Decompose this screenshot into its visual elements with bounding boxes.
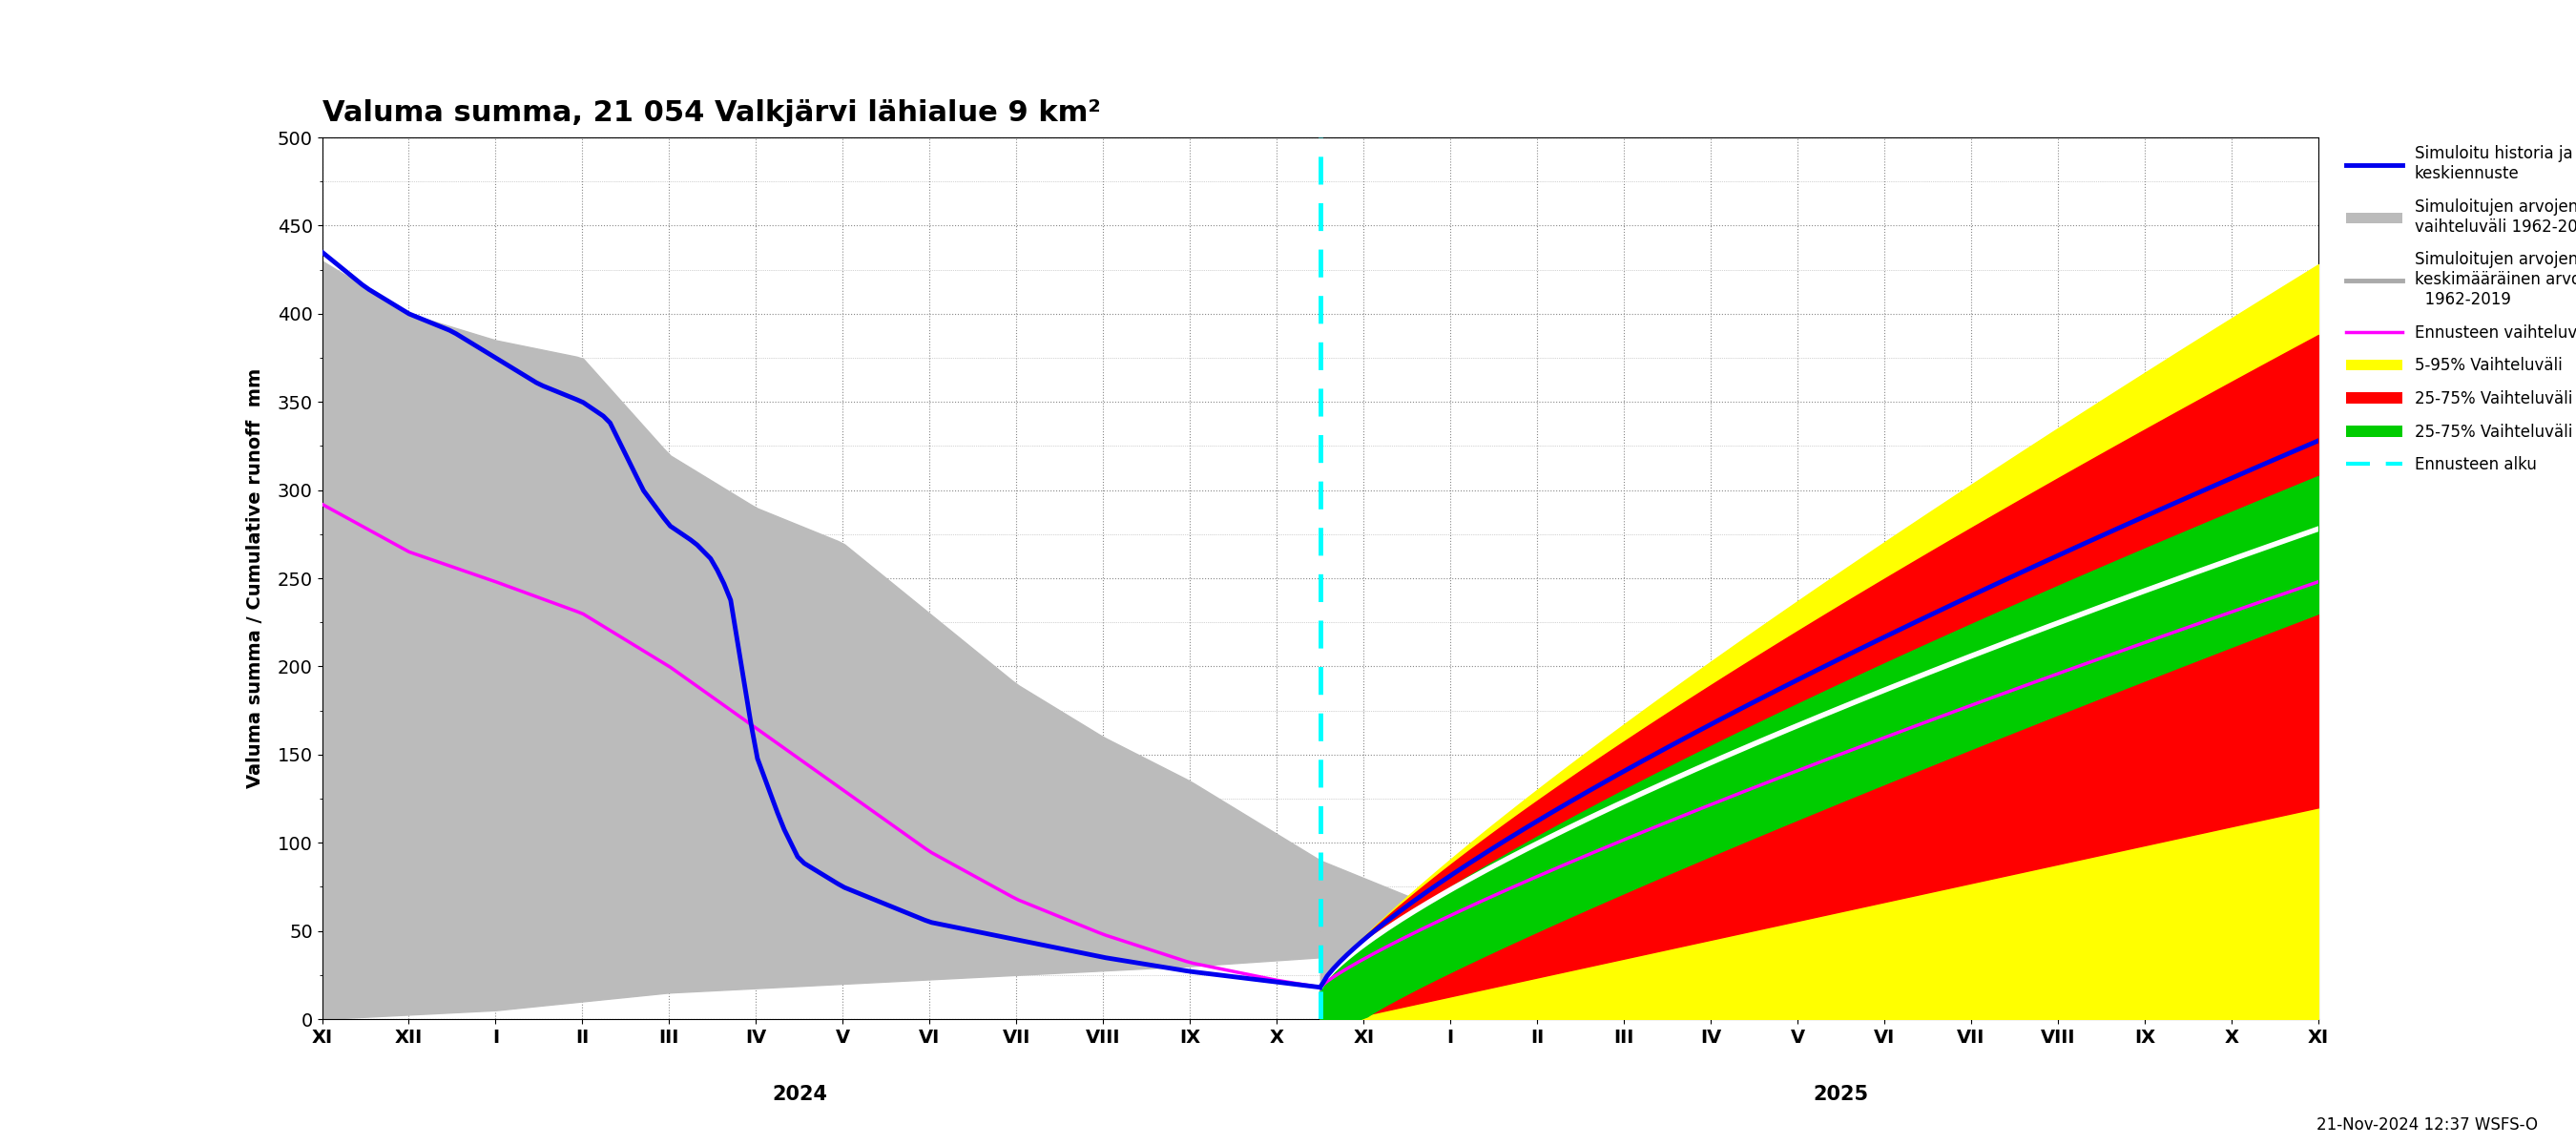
- Text: 2025: 2025: [1814, 1085, 1868, 1104]
- Y-axis label: Valuma summa / Cumulative runoff  mm: Valuma summa / Cumulative runoff mm: [245, 369, 265, 788]
- Text: 21-Nov-2024 12:37 WSFS-O: 21-Nov-2024 12:37 WSFS-O: [2316, 1116, 2537, 1134]
- Text: 2024: 2024: [773, 1085, 827, 1104]
- Text: Valuma summa, 21 054 Valkjärvi lähialue 9 km²: Valuma summa, 21 054 Valkjärvi lähialue …: [322, 100, 1100, 127]
- Legend: Simuloitu historia ja
keskiennuste, Simuloitujen arvojen
vaihteluväli 1962-2019,: Simuloitu historia ja keskiennuste, Simu…: [2347, 145, 2576, 473]
